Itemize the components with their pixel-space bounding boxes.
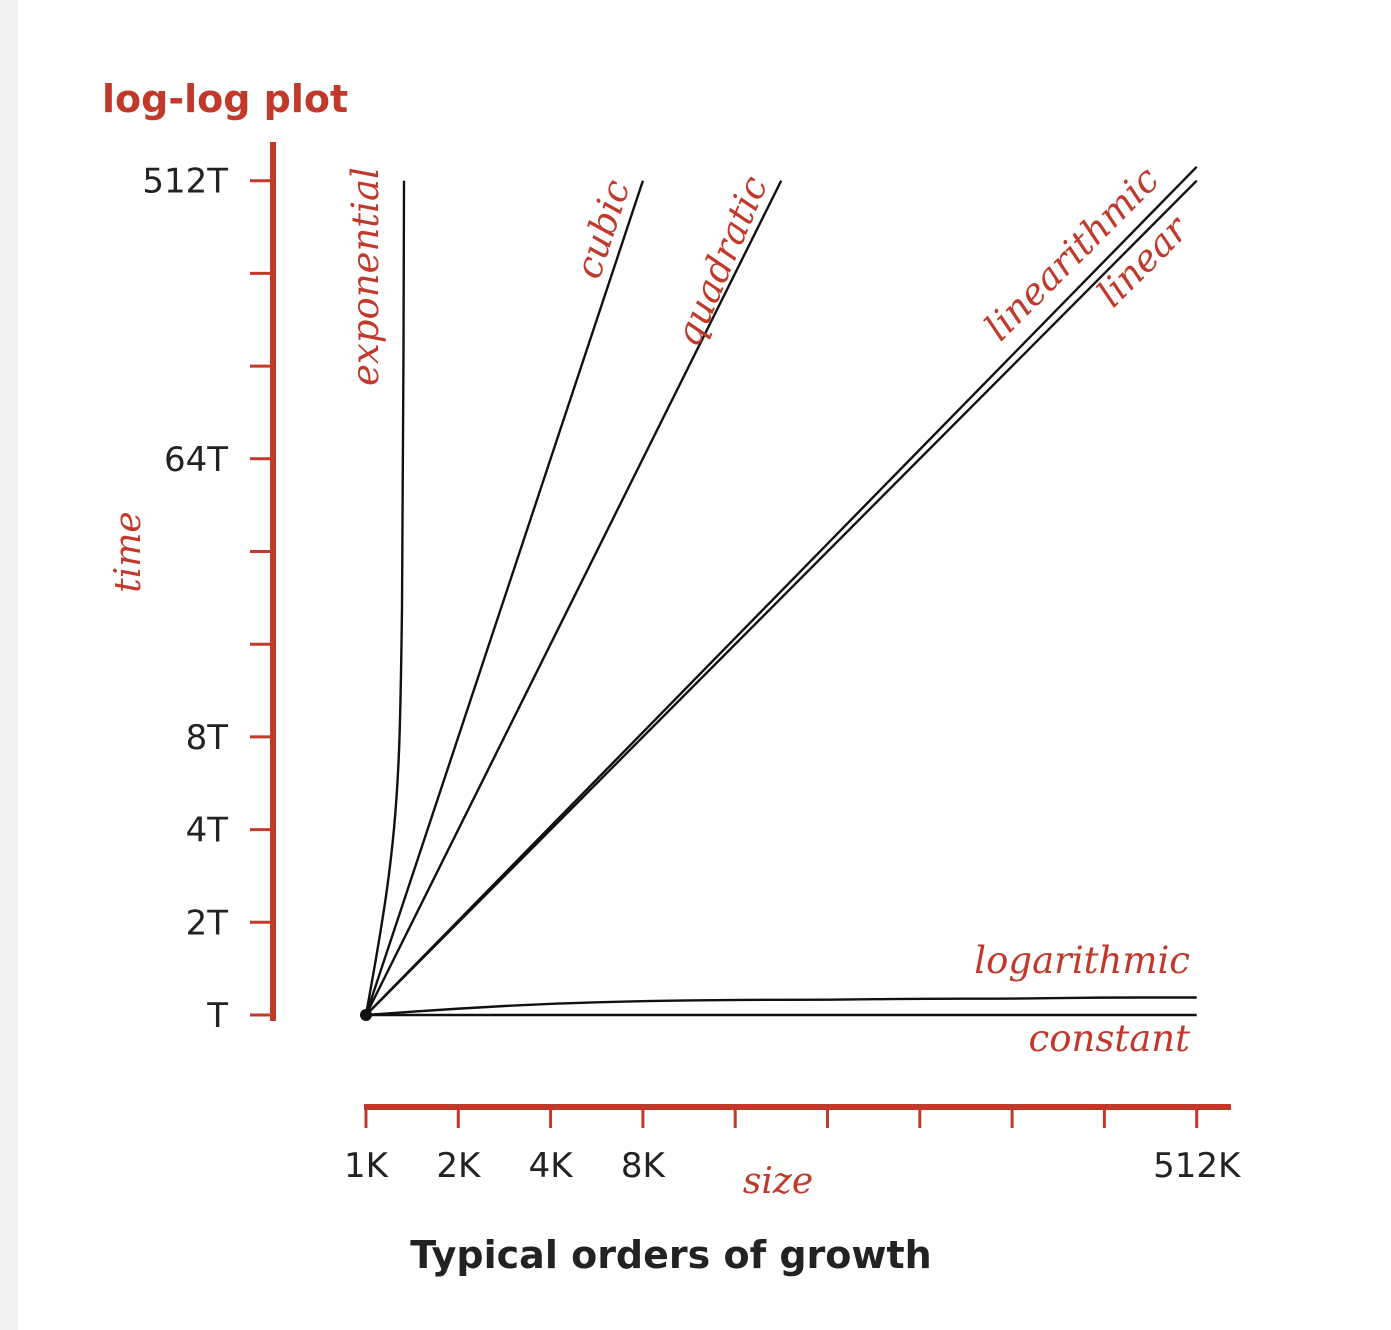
series-line-logarithmic: [365, 996, 1197, 1017]
series-line-cubic: [364, 180, 645, 1016]
y-tick-label-t: T: [206, 996, 228, 1036]
series-line-linear: [365, 179, 1198, 1016]
axes: [250, 142, 1231, 1128]
y-tick-label-2t: 2T: [186, 903, 229, 943]
figure-page: log-log plot time size Typical orders of…: [18, 0, 1391, 1330]
x-tick-label-512k: 512K: [1153, 1146, 1242, 1186]
curves: [360, 165, 1198, 1021]
series-line-quadratic: [364, 180, 783, 1016]
x-tick-label-1k: 1K: [344, 1146, 390, 1186]
series-label-logarithmic: logarithmic: [974, 939, 1190, 982]
series-label-constant: constant: [1029, 1017, 1191, 1060]
series-line-linearithmic: [365, 165, 1198, 1016]
y-tick-label-64t: 64T: [164, 440, 228, 480]
x-tick-label-4k: 4K: [529, 1146, 575, 1186]
series-label-quadratic: quadratic: [666, 169, 776, 352]
y-axis-label: time: [108, 511, 149, 592]
figure-caption: Typical orders of growth: [410, 1233, 931, 1277]
series-label-exponential: exponential: [344, 167, 387, 386]
plot-title: log-log plot: [102, 77, 348, 121]
y-tick-label-512t: 512T: [142, 162, 228, 202]
origin-point: [360, 1009, 372, 1021]
y-tick-label-4t: 4T: [186, 811, 229, 851]
x-tick-label-2k: 2K: [436, 1146, 482, 1186]
y-tick-label-8t: 8T: [186, 718, 229, 758]
log-log-chart: log-log plot time size Typical orders of…: [102, 77, 1242, 1277]
series-line-exponential: [364, 180, 406, 1016]
x-axis-label: size: [743, 1161, 813, 1202]
x-tick-label-8k: 8K: [621, 1146, 667, 1186]
